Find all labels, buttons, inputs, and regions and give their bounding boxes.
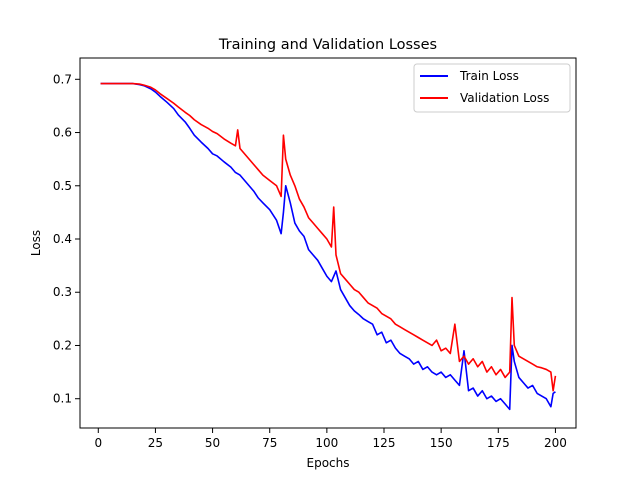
y-tick-label: 0.7 (53, 72, 72, 86)
y-axis-ticks: 0.1 0.2 0.3 0.4 0.5 0.6 0.7 (53, 72, 80, 406)
x-tick-label: 175 (487, 436, 510, 450)
x-axis-label: Epochs (307, 456, 350, 470)
y-tick-label: 0.3 (53, 285, 72, 299)
validation-loss-line (100, 82, 557, 392)
train-loss-line (100, 82, 556, 411)
x-axis-ticks: 0 25 50 75 100 125 150 175 200 (94, 428, 567, 450)
y-tick-label: 0.4 (53, 232, 72, 246)
y-axis-label: Loss (29, 230, 43, 256)
x-tick-label: 200 (544, 436, 567, 450)
legend: Train Loss Validation Loss (413, 63, 571, 113)
y-tick-label: 0.6 (53, 126, 72, 140)
legend-box (413, 63, 571, 113)
x-tick-label: 50 (205, 436, 220, 450)
legend-label-train: Train Loss (459, 69, 519, 83)
y-tick-label: 0.2 (53, 338, 72, 352)
x-tick-label: 75 (262, 436, 277, 450)
x-tick-label: 25 (148, 436, 163, 450)
series-layer (100, 82, 557, 411)
y-tick-label: 0.1 (53, 392, 72, 406)
x-tick-label: 150 (430, 436, 453, 450)
plot-area (79, 57, 577, 429)
x-tick-label: 125 (373, 436, 396, 450)
plot-frame (79, 57, 577, 429)
x-tick-label: 0 (94, 436, 102, 450)
chart-title: Training and Validation Losses (218, 37, 437, 53)
x-tick-label: 100 (315, 436, 338, 450)
legend-label-validation: Validation Loss (460, 91, 549, 105)
y-tick-label: 0.5 (53, 179, 72, 193)
